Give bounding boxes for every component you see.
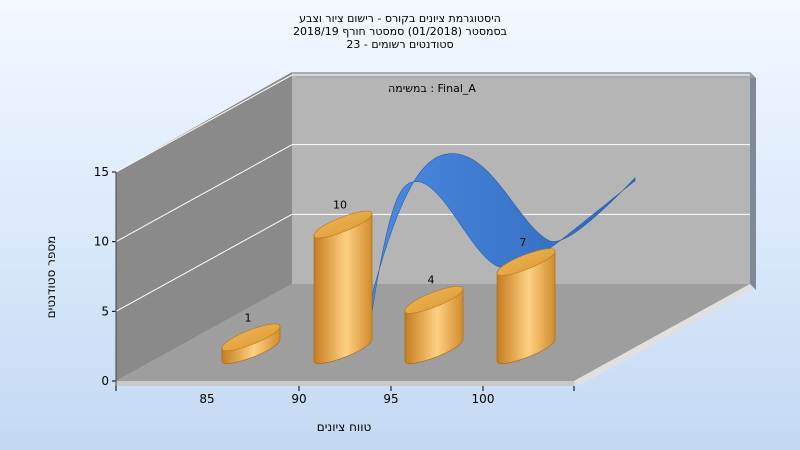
gridline-left-15 bbox=[115, 74, 293, 173]
gridline-left-10 bbox=[115, 144, 293, 243]
x-tick-label: 85 bbox=[199, 392, 214, 406]
x-tick-label: 90 bbox=[291, 392, 306, 406]
chart-annotation: במשימה : Final_A bbox=[388, 82, 476, 95]
y-tick-label: 10 bbox=[94, 235, 109, 249]
bar-90 bbox=[313, 210, 373, 364]
bar-value-label: 10 bbox=[333, 198, 347, 211]
gridlines bbox=[115, 74, 750, 312]
x-tick-label: 100 bbox=[472, 392, 495, 406]
y-tick-label: 15 bbox=[94, 165, 109, 179]
bar-95 bbox=[404, 285, 464, 364]
curve-ribbon bbox=[371, 153, 636, 312]
x-axis-label: טווח ציונים bbox=[317, 420, 372, 434]
bar-cap bbox=[404, 285, 464, 314]
x-tick-label: 95 bbox=[383, 392, 398, 406]
bar-value-label: 7 bbox=[520, 236, 527, 249]
back-wall bbox=[292, 72, 750, 284]
bar-100 bbox=[496, 248, 556, 364]
y-tick-label: 5 bbox=[101, 304, 109, 318]
left-wall bbox=[116, 72, 292, 381]
chart-title-line-2: בסמסטר (01/2018) סמסטר חורף 2018/19 bbox=[293, 25, 507, 38]
bar-cap bbox=[496, 248, 556, 276]
gridline-left-5 bbox=[115, 213, 293, 312]
floor-front-edge bbox=[116, 381, 574, 386]
bar-85 bbox=[221, 323, 281, 364]
distribution-curve bbox=[371, 153, 636, 312]
y-tick-label: 0 bbox=[101, 374, 109, 388]
bar-value-label: 4 bbox=[428, 274, 435, 287]
chart-title-line-1: היסטוגרמת ציונים בקורס - רישום ציור וצבע bbox=[299, 12, 501, 25]
back-wall-shadow bbox=[750, 72, 756, 290]
chart-title-line-3: סטודנטים רשומים - 23 bbox=[346, 38, 454, 51]
y-axis-label: מספר סטודנטים bbox=[44, 236, 58, 319]
bar-cap bbox=[313, 210, 373, 239]
labels: 0 5 10 15 85 90 95 100 1 10 4 7 bbox=[94, 165, 527, 406]
axes bbox=[112, 171, 575, 391]
floor-right-edge bbox=[574, 284, 755, 386]
bars bbox=[221, 210, 556, 364]
bar-cap bbox=[221, 323, 281, 352]
bar-value-label: 1 bbox=[245, 311, 252, 324]
